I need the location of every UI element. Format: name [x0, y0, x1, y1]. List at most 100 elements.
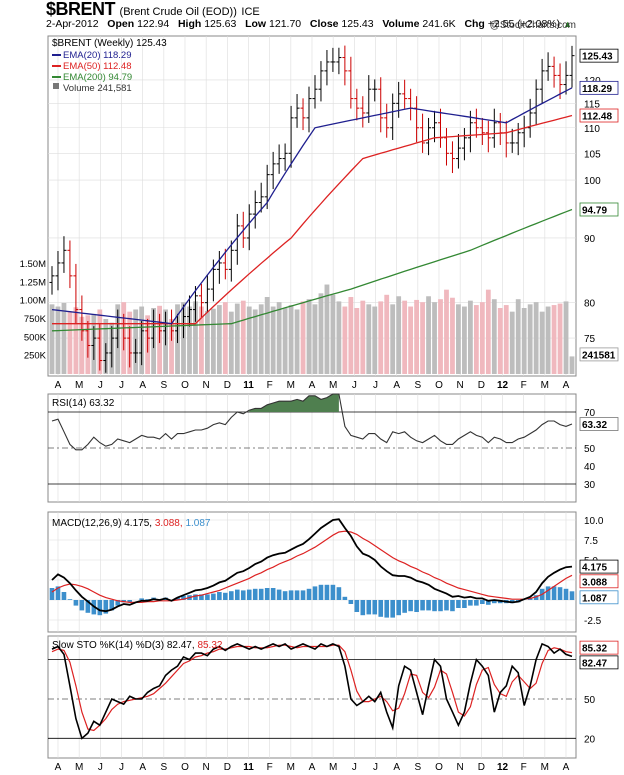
- macd-histogram-bar: [258, 588, 264, 600]
- x-axis-label-bottom: M: [75, 762, 83, 773]
- volume-bar: [342, 306, 348, 374]
- ema50-line: [52, 114, 573, 325]
- volume-bar: [533, 302, 539, 374]
- volume-bar: [521, 308, 527, 374]
- sto-k-last-value-box: [579, 655, 619, 670]
- macd-histogram-bar: [193, 594, 198, 600]
- macd-histogram-bar: [264, 588, 270, 600]
- volume-bar: [515, 299, 521, 374]
- macd-histogram-bar: [205, 594, 210, 600]
- x-axis-label-bottom: O: [181, 762, 189, 773]
- low-value: 121.70: [269, 18, 302, 30]
- price-last-value: 94.79: [582, 205, 607, 216]
- volume-bar: [372, 306, 378, 374]
- macd-histogram-bar: [145, 599, 150, 600]
- x-axis-label-bottom: 12: [497, 762, 509, 773]
- x-axis-label-bottom: J: [119, 762, 124, 773]
- volume-bar: [73, 307, 79, 374]
- symbol-description: (Brent Crude Oil (EOD)): [119, 6, 237, 18]
- macd-histogram-bar: [533, 595, 539, 600]
- legend-entry: EMA(200) 94.79: [63, 72, 132, 83]
- x-axis-label-bottom: M: [541, 762, 549, 773]
- x-axis-label: A: [563, 380, 570, 391]
- volume-bar: [545, 306, 551, 374]
- x-axis-label: M: [329, 380, 337, 391]
- volume-bar: [336, 301, 342, 374]
- volume-tick-label: 750K: [24, 314, 47, 325]
- volume-bar: [288, 305, 294, 374]
- volume-bar: [456, 304, 461, 374]
- volume-bar: [563, 301, 569, 374]
- volume-bar: [49, 304, 55, 374]
- x-axis-label: D: [478, 380, 485, 391]
- volume-bar: [276, 302, 282, 374]
- sto-d-last-value: 85.32: [582, 644, 607, 655]
- macd-histogram-bar: [294, 590, 300, 600]
- volume-bar: [270, 306, 276, 374]
- volume-tick-label: 1.25M: [20, 277, 46, 288]
- macd-last-value-box: [579, 559, 619, 574]
- rsi-line: [51, 393, 573, 451]
- macd-histogram-bar: [563, 588, 569, 600]
- volume-bar: [527, 304, 533, 374]
- macd-histogram-bar: [390, 600, 395, 618]
- rsi-title: RSI(14) 63.32: [52, 398, 115, 409]
- x-axis-label: A: [309, 380, 316, 391]
- volume-bar: [210, 308, 216, 374]
- macd-hist-last-value-box: [579, 590, 619, 605]
- x-axis-label: J: [373, 380, 378, 391]
- x-axis-label-bottom: A: [393, 762, 400, 773]
- macd-histogram-bar: [486, 600, 491, 605]
- macd-histogram-bar: [234, 589, 240, 600]
- volume-bar: [467, 300, 473, 374]
- volume-bar: [426, 296, 431, 374]
- volume-bar: [300, 301, 306, 374]
- volume-bar: [396, 296, 402, 374]
- macd-histogram-bar: [217, 592, 222, 600]
- x-axis-label-bottom: N: [203, 762, 210, 773]
- macd-hist-last-value: 1.087: [582, 593, 607, 604]
- macd-histogram-bar: [229, 591, 234, 600]
- macd-histogram-bar: [569, 591, 575, 600]
- rsi-tick-label: 40: [584, 462, 596, 473]
- macd-histogram-value: 1.087: [185, 518, 210, 529]
- macd-histogram-bar: [450, 600, 455, 612]
- volume-bar: [294, 309, 300, 374]
- open-value: 122.94: [137, 18, 170, 30]
- x-axis-label: O: [435, 380, 443, 391]
- x-axis-label-bottom: A: [309, 762, 316, 773]
- volume-bar: [366, 304, 372, 374]
- volume-bar: [432, 302, 437, 374]
- sto-d-last-value-box: [579, 640, 619, 655]
- volume-bar: [79, 316, 85, 374]
- price-tick-label: 115: [584, 99, 600, 110]
- price-tick-label: 110: [584, 124, 600, 135]
- rsi-last-value: 63.32: [582, 420, 607, 431]
- volume-bar: [55, 306, 61, 374]
- x-axis-label-bottom: S: [160, 762, 167, 773]
- x-axis-label: D: [224, 380, 231, 391]
- x-axis-label-bottom: F: [521, 762, 527, 773]
- volume-bar: [444, 289, 449, 374]
- x-axis-label-bottom: D: [478, 762, 485, 773]
- macd-histogram-bar: [527, 598, 533, 600]
- macd-histogram-bar: [348, 600, 354, 604]
- price-tick-label: 80: [584, 299, 596, 310]
- macd-histogram-bar: [336, 587, 342, 600]
- volume-tick-label: 1.50M: [20, 259, 46, 270]
- rsi-last-value-box: [579, 417, 619, 431]
- volume-bar: [318, 293, 324, 374]
- quote-date: 2-Apr-2012: [46, 18, 99, 30]
- x-axis-label-bottom: J: [98, 762, 103, 773]
- volume-bar: [384, 294, 390, 374]
- price-last-value: 118.29: [582, 84, 612, 95]
- price-last-value-box: [579, 48, 619, 63]
- sto-d-value: 85.32: [197, 640, 222, 651]
- volume-bar: [258, 304, 264, 374]
- price-tick-label: 75: [584, 334, 596, 345]
- macd-histogram-bar: [324, 584, 330, 600]
- volume-bar: [378, 301, 384, 374]
- x-axis-label: N: [203, 380, 210, 391]
- brand-watermark: @StockCharts.com: [489, 20, 576, 31]
